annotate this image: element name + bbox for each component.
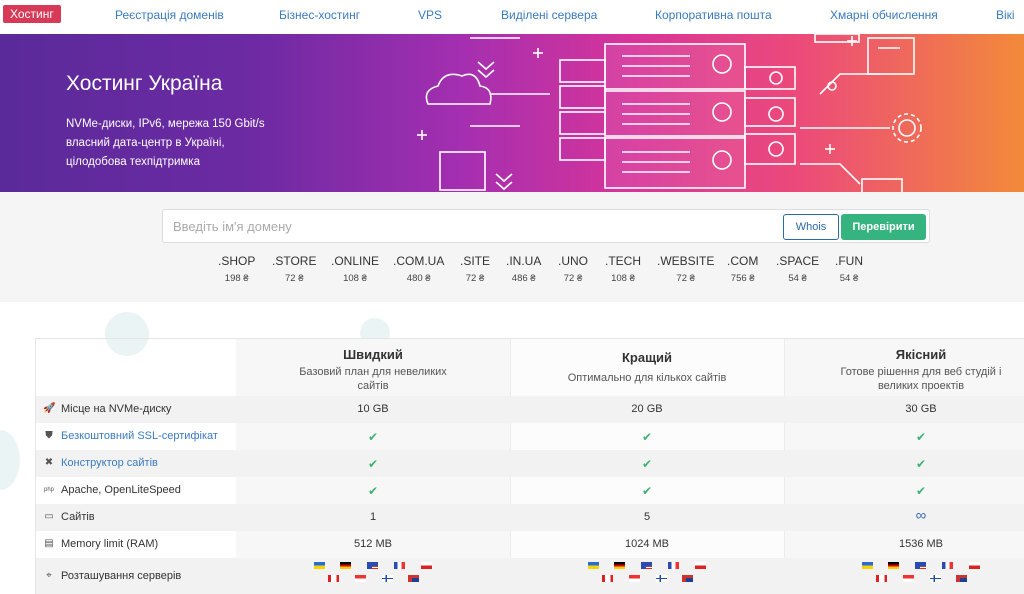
ssl-link[interactable]: Безкоштовний SSL-сертифікат <box>61 430 218 442</box>
nav-item-domains[interactable]: Реєстрація доменів <box>115 8 224 22</box>
check-icon: ✔ <box>367 484 379 498</box>
tld-item[interactable]: .FUN 54 ₴ <box>835 254 863 284</box>
decor-bubble <box>0 430 20 490</box>
tld-item[interactable]: .SITE 72 ₴ <box>460 254 491 284</box>
flag-fr-icon <box>394 562 405 569</box>
infinity-icon: ∞ <box>915 507 927 524</box>
flag-de-icon <box>340 562 351 569</box>
check-icon: ✔ <box>915 430 927 444</box>
flag-ca-icon <box>328 575 339 582</box>
plan-header-better: Кращий Оптимально для кількох сайтів <box>567 350 727 384</box>
domain-search-bar: Whois Перевірити <box>162 209 930 243</box>
flag-ua-icon <box>862 562 873 569</box>
flag-fi-icon <box>382 575 393 582</box>
table-row: ✖ Конструктор сайтів ✔ ✔ ✔ <box>36 450 1024 477</box>
nav-item-dedicated[interactable]: Виділені сервера <box>501 8 598 22</box>
table-row: ▭ Сайтів 1 5 ∞ <box>36 504 1024 531</box>
nav-item-hosting[interactable]: Хостинг <box>3 5 61 23</box>
flag-de-icon <box>888 562 899 569</box>
memory-icon: ▤ <box>44 538 54 549</box>
tld-item[interactable]: .UNO 72 ₴ <box>558 254 588 284</box>
flag-sg-icon <box>903 575 914 582</box>
flag-fi-icon <box>930 575 941 582</box>
flag-fi-icon <box>656 575 667 582</box>
nav-item-wiki[interactable]: Вікі <box>996 8 1015 22</box>
table-row: ⛊ Безкоштовний SSL-сертифікат ✔ ✔ ✔ <box>36 423 1024 450</box>
flag-sg-icon <box>355 575 366 582</box>
flag-au-icon <box>408 575 419 582</box>
decor-bubble <box>105 312 149 356</box>
check-icon: ✔ <box>641 484 653 498</box>
tld-item[interactable]: .SHOP 198 ₴ <box>218 254 256 284</box>
check-icon: ✔ <box>915 484 927 498</box>
check-domain-button[interactable]: Перевірити <box>841 214 926 240</box>
table-row: ▤ Memory limit (RAM) 512 MB 1024 MB 1536… <box>44 538 944 550</box>
plans-comparison-table: Швидкий Базовий план для невеликих сайті… <box>35 338 1024 594</box>
flag-ua-icon <box>588 562 599 569</box>
check-icon: ✔ <box>915 457 927 471</box>
php-icon: php <box>43 487 54 493</box>
flag-us-icon <box>367 562 378 569</box>
flag-au-icon <box>956 575 967 582</box>
table-row: php Apache, OpenLiteSpeed ✔ ✔ ✔ <box>36 477 1024 504</box>
tld-item[interactable]: .SPACE 54 ₴ <box>776 254 820 284</box>
flag-sg-icon <box>629 575 640 582</box>
server-illustration <box>417 34 922 192</box>
flag-pl-icon <box>969 562 980 569</box>
flag-us-icon <box>915 562 926 569</box>
table-row: ⌖ Розташування серверів <box>36 558 1024 594</box>
flag-de-icon <box>614 562 625 569</box>
flag-us-icon <box>641 562 652 569</box>
nav-item-vps[interactable]: VPS <box>418 8 443 22</box>
site-builder-link[interactable]: Конструктор сайтів <box>61 457 158 469</box>
check-icon: ✔ <box>367 430 379 444</box>
rocket-icon: 🚀 <box>43 403 56 414</box>
flag-au-icon <box>682 575 693 582</box>
tld-item[interactable]: .STORE 72 ₴ <box>272 254 317 284</box>
flag-pl-icon <box>421 562 432 569</box>
check-icon: ✔ <box>641 430 653 444</box>
plan-header-fast: Швидкий Базовий план для невеликих сайті… <box>299 347 447 392</box>
nav-item-mail[interactable]: Корпоративна пошта <box>655 8 772 22</box>
check-icon: ✔ <box>641 457 653 471</box>
hero-banner: Хостинг Україна NVMe-диски, IPv6, мережа… <box>0 34 1024 192</box>
table-row: 🚀 Місце на NVMe-диску 10 GB 20 GB 30 GB <box>36 396 1024 423</box>
location-icon: ⌖ <box>46 570 52 581</box>
plan-header-quality: Якісний Готове рішення для веб студій і … <box>840 347 1002 392</box>
flag-fr-icon <box>942 562 953 569</box>
hero-description: NVMe-диски, IPv6, мережа 150 Gbit/s влас… <box>66 118 265 168</box>
check-icon: ✔ <box>367 457 379 471</box>
domain-search-input[interactable] <box>163 210 763 242</box>
flag-fr-icon <box>668 562 679 569</box>
nav-item-cloud[interactable]: Хмарні обчислення <box>830 8 938 22</box>
flag-ua-icon <box>314 562 325 569</box>
tld-item[interactable]: .WEBSITE 72 ₴ <box>657 254 715 284</box>
tld-item[interactable]: .ONLINE 108 ₴ <box>331 254 380 284</box>
tld-item[interactable]: .COM 756 ₴ <box>727 254 759 284</box>
top-nav: Хостинг Реєстрація доменів Бізнес-хостин… <box>0 0 1024 34</box>
tld-item[interactable]: .TECH 108 ₴ <box>605 254 641 284</box>
tools-icon: ✖ <box>44 457 54 468</box>
nav-item-business-hosting[interactable]: Бізнес-хостинг <box>279 8 361 22</box>
hero-title: Хостинг Україна <box>66 72 223 95</box>
window-icon: ▭ <box>44 511 54 522</box>
flag-pl-icon <box>695 562 706 569</box>
whois-button[interactable]: Whois <box>783 214 839 240</box>
flag-ca-icon <box>602 575 613 582</box>
tld-item[interactable]: .COM.UA 480 ₴ <box>393 254 445 284</box>
tld-item[interactable]: .IN.UA 486 ₴ <box>506 254 542 284</box>
flag-ca-icon <box>876 575 887 582</box>
shield-icon: ⛊ <box>45 430 53 441</box>
